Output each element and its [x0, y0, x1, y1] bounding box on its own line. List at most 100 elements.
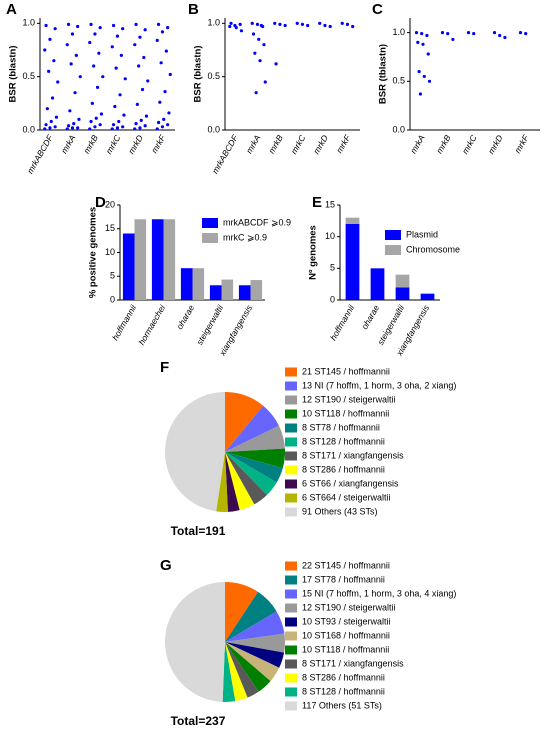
point — [117, 119, 121, 124]
point — [162, 117, 166, 121]
legend-swatch — [285, 423, 297, 433]
legend-label: 8 ST78 / hoffmannii — [302, 422, 380, 432]
y-tick-label: 15 — [325, 199, 335, 209]
legend-swatch — [285, 367, 297, 377]
bar-segment — [370, 268, 385, 300]
legend-label: 91 Others (43 STs) — [302, 506, 378, 516]
legend-swatch — [285, 673, 297, 683]
x-tick-label: mrkD — [486, 133, 505, 156]
panel-label: F — [160, 359, 169, 376]
point — [70, 32, 75, 36]
point — [259, 23, 263, 28]
bar — [163, 219, 176, 300]
point — [111, 23, 116, 28]
point — [414, 31, 419, 35]
point — [166, 123, 170, 127]
point — [254, 91, 258, 95]
legend-swatch — [285, 451, 297, 461]
point — [228, 24, 232, 29]
point — [163, 90, 167, 94]
pie-slice — [225, 642, 285, 668]
point — [53, 125, 57, 129]
y-tick-label: 0.5 — [207, 71, 220, 81]
total-label: Total=191 — [171, 524, 226, 538]
point — [263, 80, 267, 84]
panel-label: E — [312, 194, 322, 211]
point — [90, 101, 94, 105]
x-tick-label: mrkF — [512, 132, 531, 154]
point — [118, 93, 122, 97]
x-tick-label: mrkF — [334, 132, 353, 154]
point — [283, 23, 287, 28]
point — [139, 118, 143, 122]
legend-swatch — [202, 218, 218, 228]
legend-swatch — [285, 617, 297, 627]
point — [524, 31, 528, 36]
y-tick-label: 0 — [110, 294, 115, 304]
bar — [122, 233, 135, 300]
point — [258, 59, 262, 63]
point — [323, 23, 327, 28]
pie-slice — [225, 448, 286, 469]
legend-label: 8 ST171 / xiangfangensis — [302, 658, 404, 668]
legend-label: 8 ST286 / hoffmannii — [302, 672, 385, 682]
total-label: Total=237 — [171, 714, 226, 728]
y-tick-label: 20 — [105, 199, 115, 209]
bar — [250, 280, 263, 300]
point — [160, 30, 165, 34]
point — [93, 32, 97, 36]
point — [44, 23, 48, 28]
legend-label: 8 ST171 / xiangfangensis — [302, 450, 404, 460]
point — [69, 62, 73, 66]
point — [121, 27, 125, 31]
point — [73, 91, 77, 95]
pie-slice — [225, 452, 267, 505]
legend-swatch — [285, 479, 297, 489]
legend-label: 17 ST78 / hoffmannii — [302, 574, 385, 584]
legend-label: 10 ST118 / hoffmannii — [302, 644, 389, 654]
y-tick-label: 10 — [325, 231, 335, 241]
point — [65, 127, 69, 131]
point — [101, 75, 105, 79]
legend-swatch — [285, 631, 297, 641]
point — [238, 22, 242, 26]
bar-segment — [395, 274, 410, 288]
point — [159, 61, 163, 65]
point — [295, 21, 299, 25]
legend-swatch — [285, 603, 297, 613]
y-tick-label: 1.0 — [207, 18, 220, 28]
y-axis-label: BSR (blastn) — [193, 46, 204, 103]
pie-slice — [225, 633, 286, 653]
bar-segment — [345, 217, 360, 224]
x-tick-label: mrkA — [59, 133, 78, 155]
point — [72, 122, 76, 126]
pie-slice — [225, 642, 280, 682]
point — [156, 22, 161, 26]
point — [110, 45, 114, 49]
legend-label: Plasmid — [406, 229, 438, 239]
x-tick-label: mrkA — [244, 133, 263, 155]
point — [88, 40, 92, 45]
pie-slice — [164, 392, 225, 512]
point — [89, 119, 93, 124]
point — [65, 43, 69, 47]
bar — [209, 285, 222, 300]
legend-label: 10 ST93 / steigerwaltii — [302, 616, 391, 626]
bar — [180, 268, 193, 300]
legend-swatch — [285, 465, 297, 475]
pie-slice — [225, 582, 259, 642]
point — [167, 111, 171, 115]
point — [422, 74, 426, 79]
legend-label: 117 Others (51 STs) — [302, 700, 382, 710]
legend-label: 6 ST66 / xiangfangensis — [302, 478, 399, 488]
point — [300, 22, 305, 26]
point — [50, 96, 55, 100]
point — [306, 23, 310, 28]
point — [48, 37, 52, 41]
x-tick-label: mrkD — [311, 133, 330, 156]
x-tick-label: mrkABCDF — [25, 132, 56, 175]
point — [70, 126, 75, 130]
bar — [238, 285, 251, 300]
legend-label: 13 NI (7 hoffm, 1 horm, 3 oha, 2 xiang) — [302, 380, 456, 390]
